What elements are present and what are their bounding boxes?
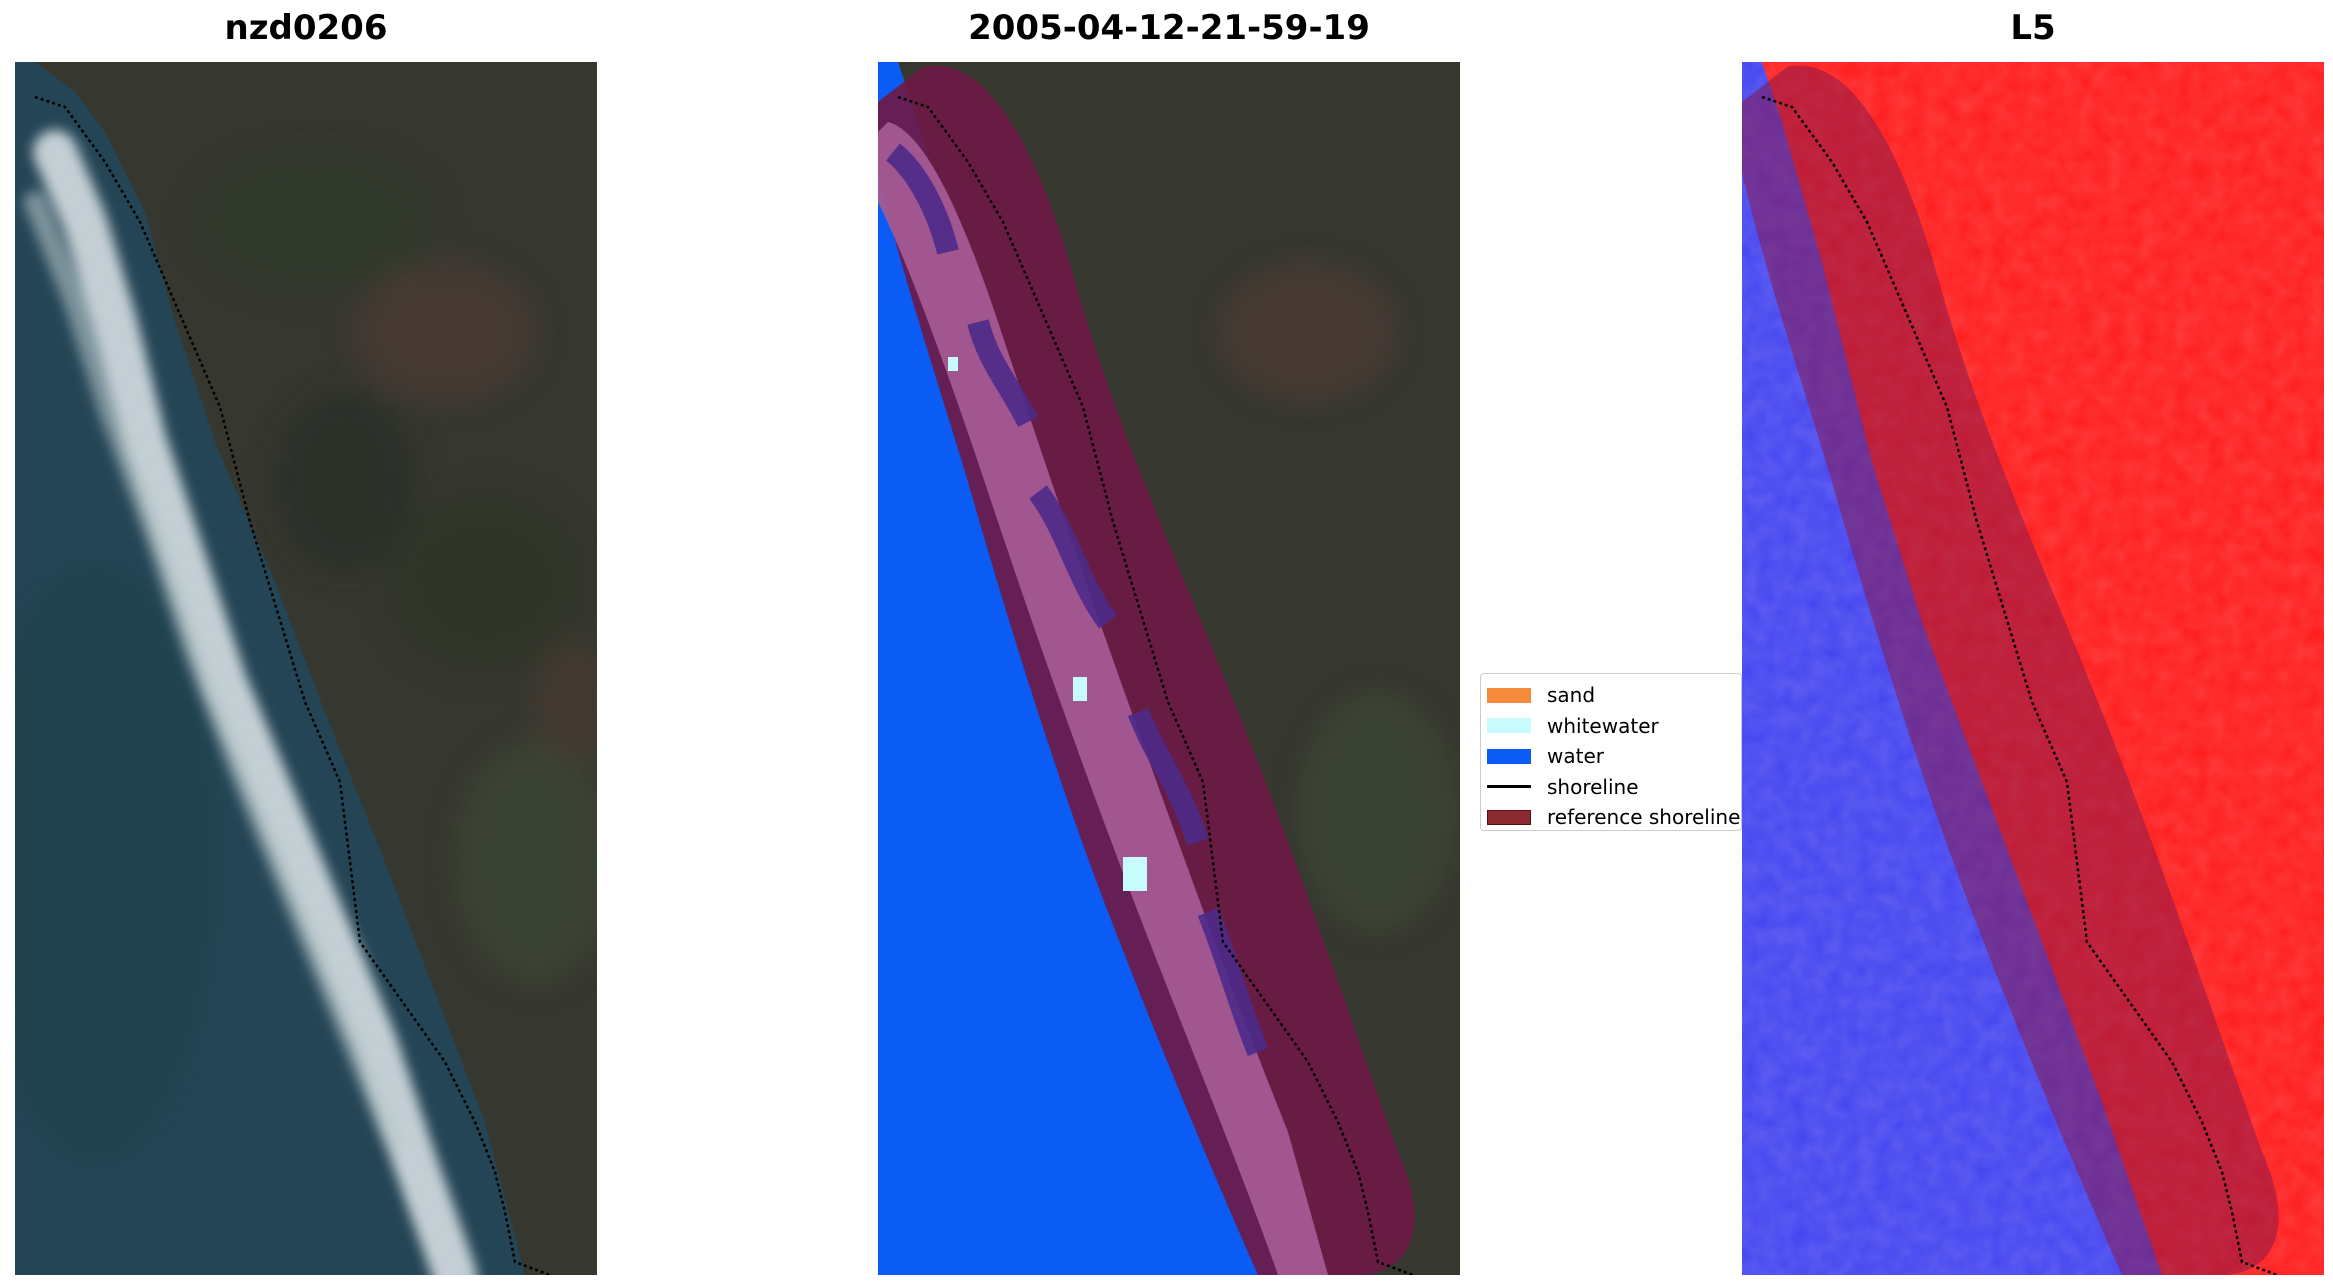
rgb-image xyxy=(15,62,597,1275)
reference-shoreline-swatch xyxy=(1487,809,1531,825)
legend-item-water: water xyxy=(1481,741,1741,772)
water-swatch xyxy=(1487,748,1531,764)
legend-label: sand xyxy=(1547,683,1596,708)
legend: sand whitewater water shoreline referenc… xyxy=(1480,673,1742,831)
legend-item-whitewater: whitewater xyxy=(1481,711,1741,742)
whitewater-swatch xyxy=(1487,718,1531,734)
sand-swatch xyxy=(1487,687,1531,703)
surf-zone xyxy=(24,130,477,1275)
legend-label: whitewater xyxy=(1547,713,1659,738)
legend-label: reference shoreline xyxy=(1547,805,1741,830)
classified-image xyxy=(878,62,1460,1275)
shoreline-line xyxy=(897,95,1414,1275)
shoreline-line xyxy=(1761,95,2278,1275)
panel-title-index: L5 xyxy=(2010,8,2056,48)
legend-label: shoreline xyxy=(1547,774,1639,799)
rgb-image-panel xyxy=(15,62,597,1275)
reference-shoreline-buffer xyxy=(1742,65,2279,1275)
whitewater-patch xyxy=(1123,857,1147,891)
panel-title-rgb: nzd0206 xyxy=(224,8,388,48)
shoreline-line-swatch xyxy=(1487,785,1531,789)
legend-item-reference-shoreline: reference shoreline xyxy=(1481,802,1741,830)
legend-item-shoreline: shoreline xyxy=(1481,772,1741,803)
legend-item-sand: sand xyxy=(1481,680,1741,711)
shoreline-line xyxy=(34,95,551,1275)
classified-image-panel xyxy=(878,62,1460,1275)
index-image xyxy=(1742,62,2324,1275)
sand-class-overlay xyxy=(878,122,1328,1275)
panel-title-classified: 2005-04-12-21-59-19 xyxy=(968,8,1370,48)
legend-label: water xyxy=(1547,744,1604,769)
index-image-panel xyxy=(1742,62,2324,1275)
